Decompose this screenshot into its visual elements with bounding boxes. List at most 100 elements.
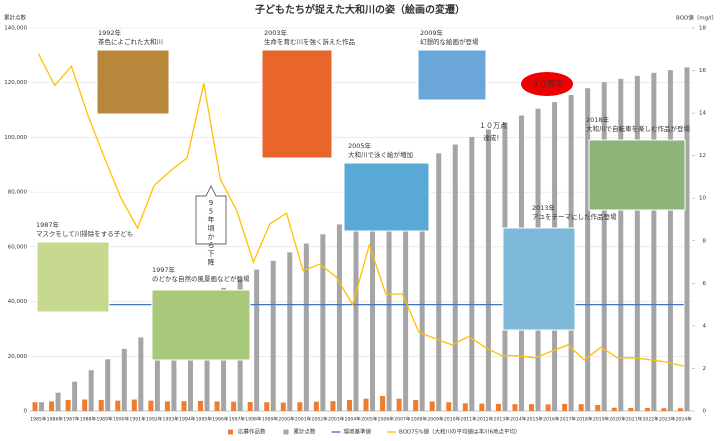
bar xyxy=(419,162,425,411)
y-tick-label: 0 xyxy=(24,409,28,415)
x-tick-label: 1991年 xyxy=(129,416,146,423)
x-tick-label: 1994年 xyxy=(179,416,196,423)
bar xyxy=(121,348,127,411)
bar xyxy=(512,404,518,411)
annotation-text: 幻想的な絵画が登場 xyxy=(420,37,479,46)
callout-char: ら xyxy=(208,242,215,250)
bar xyxy=(105,359,111,411)
bar xyxy=(611,407,617,411)
x-tick-label: 1986年 xyxy=(47,416,64,423)
annotation-text: 大和川で自転車を楽しむ作品が登場 xyxy=(586,124,691,133)
x-tick-label: 2003年 xyxy=(328,416,345,423)
x-tick-label: 2013年 xyxy=(494,416,511,423)
bar xyxy=(618,78,624,412)
y2-tick-label: 2 xyxy=(703,366,707,372)
x-tick-label: 1987年 xyxy=(63,416,80,423)
x-tick-label: 2010年 xyxy=(444,416,461,423)
x-tick-label: 2011年 xyxy=(460,416,477,423)
bar xyxy=(297,402,303,411)
x-tick-label: 1996年 xyxy=(212,416,229,423)
bar xyxy=(462,403,468,411)
annotation-text: 茶色によごれた大和川 xyxy=(98,37,163,46)
bar xyxy=(601,82,607,411)
bar xyxy=(595,404,601,411)
annotation-year: 2018年 xyxy=(586,115,610,124)
y2-tick-label: 8 xyxy=(703,238,707,244)
x-tick-label: 2008年 xyxy=(411,416,428,423)
x-tick-label: 2006年 xyxy=(378,416,395,423)
annotation-picture xyxy=(502,227,576,331)
annotation-picture xyxy=(151,289,251,361)
bar xyxy=(485,129,491,411)
chart-title: 子どもたちが捉えた大和川の姿（絵画の変遷） xyxy=(255,3,465,16)
bar xyxy=(495,403,501,411)
y2-tick-label: 18 xyxy=(699,26,706,32)
x-tick-label: 1999年 xyxy=(262,416,279,423)
bar xyxy=(254,269,260,411)
x-tick-label: 2007年 xyxy=(394,416,411,423)
x-tick-label: 2023年 xyxy=(659,416,676,423)
bar xyxy=(628,407,634,411)
legend-label: 応募作品数 xyxy=(238,428,266,436)
callout-char: 年 xyxy=(208,215,215,224)
bar xyxy=(214,401,220,411)
annotation-picture xyxy=(96,49,170,115)
bar xyxy=(231,401,237,411)
bar xyxy=(181,401,187,411)
bar xyxy=(436,153,442,411)
annotation-text: 大和川で泳ぐ絵が増加 xyxy=(348,150,413,159)
bar xyxy=(403,173,409,411)
legend-label: 環境基準値 xyxy=(344,428,372,436)
bar xyxy=(115,400,121,411)
x-tick-label: 2019年 xyxy=(593,416,610,423)
annotation-picture xyxy=(417,49,487,101)
annotation-year: 1992年 xyxy=(98,28,122,37)
callout-char: 9 xyxy=(209,199,213,207)
bar xyxy=(396,398,402,411)
x-tick-label: 2014年 xyxy=(510,416,527,423)
bar xyxy=(346,400,352,411)
bar xyxy=(49,401,55,411)
bar xyxy=(138,337,144,411)
annotation-picture xyxy=(343,162,430,232)
y-axis-label: 累計点数 xyxy=(4,14,27,22)
y2-tick-label: 4 xyxy=(703,323,707,329)
x-tick-label: 2002年 xyxy=(311,416,328,423)
x-tick-label: 2018年 xyxy=(576,416,593,423)
bar xyxy=(270,260,276,411)
x-tick-label: 2009年 xyxy=(427,416,444,423)
callout-char: 5 xyxy=(209,208,213,216)
bar xyxy=(413,400,419,411)
x-tick-label: 1990年 xyxy=(113,416,130,423)
annotation-year: 2005年 xyxy=(348,141,372,150)
bar xyxy=(370,201,376,411)
annotation-text: のどかな自然の風景画などが登場 xyxy=(152,274,250,283)
callout-char: か xyxy=(208,233,215,241)
x-tick-label: 2016年 xyxy=(543,416,560,423)
bar xyxy=(684,67,690,411)
y-tick-label: 140,000 xyxy=(4,26,27,32)
bar xyxy=(545,404,551,411)
annotation-picture xyxy=(588,139,686,211)
line-series xyxy=(37,53,684,367)
legend-swatch xyxy=(228,429,233,435)
x-tick-label: 1985年 xyxy=(30,416,47,423)
bar xyxy=(336,224,342,411)
x-tick-label: 2017年 xyxy=(560,416,577,423)
bar xyxy=(578,404,584,411)
bar xyxy=(39,402,45,411)
bar xyxy=(264,402,270,411)
bar xyxy=(131,399,137,411)
x-tick-label: 1988年 xyxy=(80,416,97,423)
y-tick-label: 60,000 xyxy=(8,244,28,250)
bar xyxy=(247,401,253,411)
x-tick-label: 1998年 xyxy=(245,416,262,423)
y-tick-label: 80,000 xyxy=(8,190,28,196)
bar xyxy=(661,408,667,411)
y2-tick-label: 12 xyxy=(699,153,706,159)
callout-30th: ３０周年 xyxy=(531,79,563,89)
legend-label: 累計点数 xyxy=(294,428,317,436)
x-tick-label: 2022年 xyxy=(642,416,659,423)
x-tick-label: 1997年 xyxy=(229,416,246,423)
bar xyxy=(280,402,286,411)
